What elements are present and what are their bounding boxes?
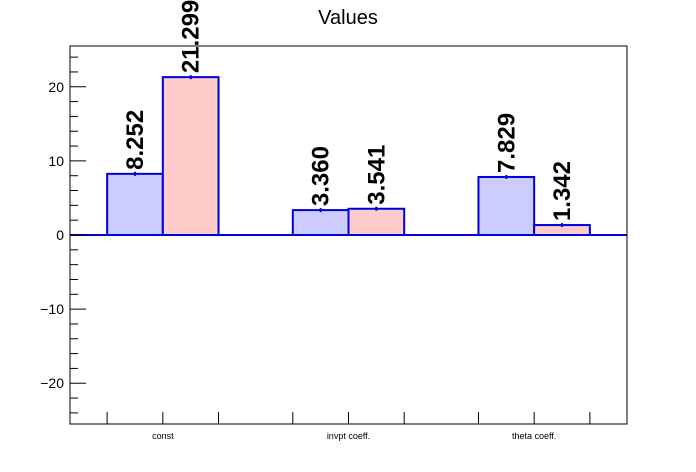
bar (106, 172, 164, 236)
data-label: 21.299 (178, 0, 205, 73)
y-tick-label: 20 (48, 79, 64, 95)
bar (477, 175, 536, 237)
y-tick-label: −20 (40, 375, 64, 391)
x-axis: const invpt coeff. theta coeff. (106, 412, 591, 441)
data-label: 7.829 (493, 113, 520, 173)
error-bars-group (133, 75, 564, 228)
y-tick-label: 0 (56, 227, 64, 243)
x-tick-label: const (152, 431, 174, 441)
bar (291, 209, 350, 236)
chart-title: Values (318, 7, 378, 29)
data-label: 1.342 (549, 161, 576, 221)
x-tick-label: theta coeff. (512, 431, 556, 441)
y-tick-label: 10 (48, 153, 64, 169)
y-axis: −20 −10 0 10 20 (40, 56, 86, 414)
data-labels-group: 8.252 3.360 7.829 21.299 3.541 1.342 (122, 0, 576, 221)
data-label: 3.360 (308, 146, 335, 206)
y-tick-label: −10 (40, 301, 64, 317)
bar (347, 207, 406, 237)
bar (161, 76, 220, 236)
data-label: 8.252 (122, 110, 149, 170)
data-label: 3.541 (363, 145, 390, 205)
bars-group (106, 76, 591, 237)
x-tick-label: invpt coeff. (327, 431, 370, 441)
